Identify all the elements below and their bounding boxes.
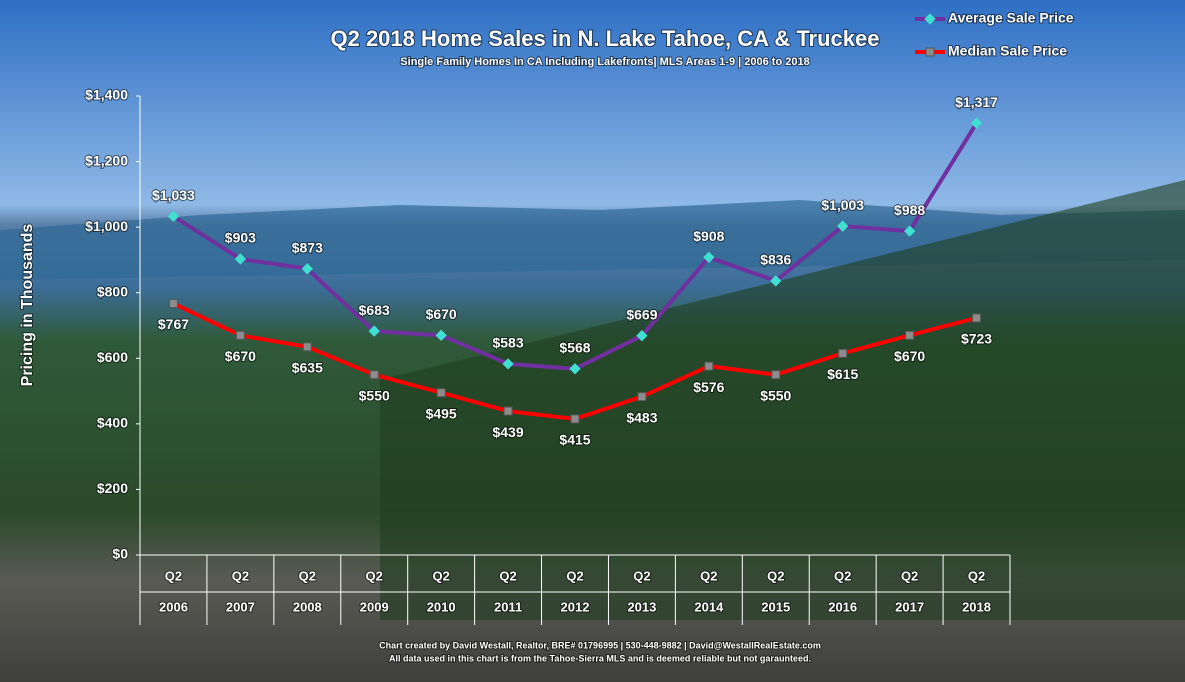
y-tick-label: $1,400	[85, 87, 128, 103]
x-tick-label: 2006	[159, 599, 188, 614]
x-tick-label: Q2	[299, 568, 316, 583]
marker	[435, 329, 447, 341]
x-tick-label: Q2	[633, 568, 650, 583]
data-label: $1,317	[955, 94, 998, 110]
x-tick-label: 2014	[694, 599, 724, 614]
y-tick-label: $200	[97, 480, 128, 496]
x-tick-label: 2009	[360, 599, 389, 614]
data-label: $836	[760, 252, 791, 268]
marker	[301, 263, 313, 275]
x-tick-label: Q2	[968, 568, 985, 583]
marker	[503, 406, 513, 416]
legend-label: Average Sale Price	[948, 10, 1074, 26]
data-label: $908	[693, 228, 724, 244]
x-tick-label: Q2	[700, 568, 717, 583]
data-label: $903	[225, 230, 256, 246]
x-tick-label: 2011	[494, 599, 522, 614]
x-tick-label: Q2	[566, 568, 583, 583]
y-tick-label: $600	[97, 349, 128, 365]
data-label: $767	[158, 316, 189, 332]
marker	[569, 363, 581, 375]
x-tick-label: 2010	[427, 599, 456, 614]
data-label: $669	[626, 306, 657, 322]
marker	[235, 330, 245, 340]
y-tick-label: $1,200	[85, 152, 128, 168]
marker	[167, 210, 180, 222]
x-tick-label: Q2	[165, 568, 182, 583]
chart-title: Q2 2018 Home Sales in N. Lake Tahoe, CA …	[330, 26, 879, 51]
data-label: $550	[760, 387, 791, 403]
marker	[838, 348, 848, 358]
marker	[771, 370, 781, 380]
x-tick-label: 2015	[761, 599, 790, 614]
data-label: $439	[492, 424, 523, 440]
x-tick-label: Q2	[834, 568, 851, 583]
marker	[369, 370, 379, 380]
marker	[905, 330, 915, 340]
x-tick-label: 2013	[627, 599, 656, 614]
x-tick-label: Q2	[232, 568, 249, 583]
marker	[770, 275, 782, 287]
footer: Chart created by David Westall, Realtor,…	[379, 640, 821, 650]
marker	[837, 220, 849, 232]
data-label: $873	[292, 239, 323, 255]
data-label: $583	[492, 335, 523, 351]
y-tick-label: $400	[97, 415, 128, 431]
x-tick-label: Q2	[432, 568, 449, 583]
chart-subtitle: Single Family Homes In CA Including Lake…	[400, 56, 809, 68]
data-label: $415	[559, 432, 590, 448]
x-tick-label: Q2	[767, 568, 784, 583]
marker	[903, 225, 916, 237]
data-label: $670	[894, 348, 925, 364]
marker	[703, 251, 715, 263]
marker	[637, 392, 647, 402]
legend-label: Median Sale Price	[948, 43, 1067, 59]
marker	[972, 313, 982, 323]
data-label: $670	[426, 306, 457, 322]
x-tick-label: 2016	[828, 599, 857, 614]
marker	[570, 414, 580, 424]
y-tick-label: $0	[112, 546, 128, 562]
data-label: $550	[359, 387, 390, 403]
marker	[234, 253, 247, 265]
data-label: $723	[961, 331, 992, 347]
marker	[168, 299, 178, 309]
y-tick-label: $800	[97, 283, 128, 299]
data-label: $635	[292, 360, 323, 376]
marker	[302, 342, 312, 352]
x-tick-label: Q2	[366, 568, 383, 583]
marker	[368, 325, 380, 337]
x-tick-label: 2008	[293, 599, 322, 614]
data-label: $670	[225, 348, 256, 364]
legend-marker	[925, 47, 935, 57]
data-label: $1,033	[152, 187, 195, 203]
x-tick-label: Q2	[499, 568, 516, 583]
y-tick-label: $1,000	[85, 218, 128, 234]
footer: All data used in this chart is from the …	[389, 653, 811, 663]
x-tick-label: 2018	[962, 599, 991, 614]
forest	[380, 180, 1185, 620]
x-tick-label: 2017	[895, 599, 924, 614]
data-label: $683	[359, 302, 390, 318]
data-label: $1,003	[821, 197, 864, 213]
x-tick-label: Q2	[901, 568, 918, 583]
marker	[636, 330, 648, 342]
x-tick-label: 2012	[561, 599, 590, 614]
data-label: $576	[693, 379, 724, 395]
data-label: $988	[894, 202, 925, 218]
marker	[704, 361, 714, 371]
data-label: $495	[426, 405, 457, 421]
y-axis-label: Pricing in Thousands	[19, 224, 36, 387]
data-label: $568	[559, 339, 590, 355]
x-tick-label: 2007	[226, 599, 255, 614]
data-label: $615	[827, 366, 858, 382]
data-label: $483	[626, 409, 657, 425]
marker	[436, 388, 446, 398]
